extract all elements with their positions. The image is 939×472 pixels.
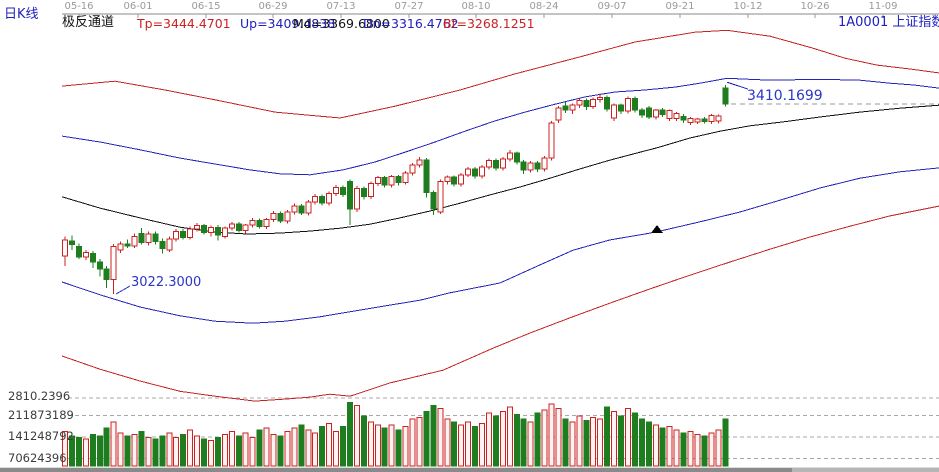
date-label: 09-07 [597,1,627,12]
date-label: 07-13 [326,1,356,12]
date-label: 07-27 [394,1,424,12]
date-label: 09-21 [665,1,695,12]
volume-axis-label-2: 141248792 [8,429,74,443]
date-label: 06-01 [123,1,153,12]
scrollbar-thumb[interactable] [0,468,792,472]
date-label: 11-09 [868,1,898,12]
price-axis-label: 2810.2396 [8,389,71,403]
scrollbar-track[interactable] [0,467,939,472]
marker-arrow-icon [651,225,663,233]
symbol-label[interactable]: 1A0001 上证指数 [838,15,939,30]
date-label: 08-10 [461,1,491,12]
indicator-name[interactable]: 极反通道 [62,15,115,30]
volume-axis-label-3: 70624396 [8,451,67,465]
volume-axis-label-1: 211873189 [8,408,74,422]
indicator-value-bt: Bt=3268.1251 [443,16,535,31]
date-label: 10-12 [733,1,763,12]
date-label: 06-29 [258,1,288,12]
period-label[interactable]: 日K线 [4,7,39,22]
date-label: 08-24 [529,1,559,12]
indicator-value-tp: Tp=3444.4701 [137,16,231,31]
date-label: 05-16 [64,1,94,12]
last-price-annotation: 3410.1699 [747,88,823,104]
date-label: 10-26 [800,1,830,12]
indicator-value-up: Up=3409.4838 [240,16,336,31]
low-price-annotation: 3022.3000 [131,275,202,290]
indicator-value-dn: Dn=3316.4762 [363,16,459,31]
indicator-value-md: Md=3369.6800 [293,16,390,31]
date-label: 06-15 [191,1,221,12]
